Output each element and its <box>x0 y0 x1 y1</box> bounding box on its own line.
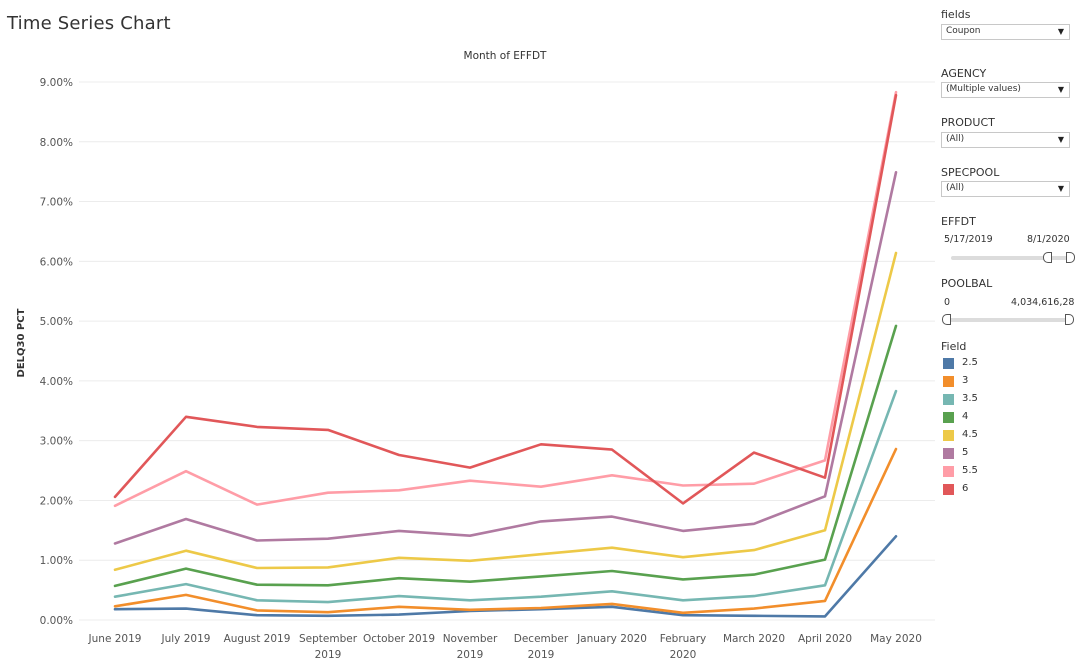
series-line[interactable] <box>113 90 898 508</box>
time-series-chart[interactable]: Month of EFFDT 0.00% 1.00% 2.00% 3.00% 4.00% 5… <box>0 0 935 666</box>
legend-swatch <box>943 376 954 387</box>
specpool-dropdown[interactable]: (All) ▼ <box>941 181 1070 197</box>
effdt-filter-label: EFFDT <box>941 215 976 228</box>
y-tick-label: 5.00% <box>40 316 73 328</box>
line-chart-svg[interactable]: Month of EFFDT 0.00% 1.00% 2.00% 3.00% 4.00% 5… <box>0 0 935 666</box>
legend-swatch <box>943 412 954 423</box>
x-tick-label: April 2020 <box>798 633 852 645</box>
effdt-slider-track[interactable] <box>951 256 1067 260</box>
y-tick-label: 1.00% <box>40 555 73 567</box>
fields-dropdown[interactable]: Coupon ▼ <box>941 24 1070 40</box>
specpool-dropdown-value: (All) <box>946 183 965 193</box>
y-tick-label: 7.00% <box>40 197 73 209</box>
legend-swatch <box>943 448 954 459</box>
legend-swatch <box>943 358 954 369</box>
poolbal-filter-label: POOLBAL <box>941 277 993 290</box>
series-line[interactable] <box>113 447 898 615</box>
series-line[interactable] <box>113 93 898 505</box>
x-tick-label: November 2019 <box>443 633 498 661</box>
poolbal-slider-track[interactable] <box>944 318 1070 322</box>
legend-swatch <box>943 430 954 441</box>
effdt-max-value: 8/1/2020 <box>1027 234 1070 245</box>
x-tick-label: July 2019 <box>161 633 211 645</box>
chevron-down-icon: ▼ <box>1057 85 1064 94</box>
y-tick-label: 0.00% <box>40 615 73 627</box>
chevron-down-icon: ▼ <box>1057 27 1064 36</box>
chevron-down-icon: ▼ <box>1057 135 1064 144</box>
legend-label: 5.5 <box>962 465 978 476</box>
y-tick-label: 8.00% <box>40 137 73 149</box>
legend-swatch <box>943 484 954 495</box>
poolbal-slider-handle-min[interactable] <box>942 314 951 325</box>
agency-filter-label: AGENCY <box>941 67 987 80</box>
legend-label: 6 <box>962 483 969 494</box>
agency-dropdown-value: (Multiple values) <box>946 84 1021 94</box>
x-tick-label: May 2020 <box>870 633 922 645</box>
y-tick-label: 4.00% <box>40 376 73 388</box>
x-tick-label: March 2020 <box>723 633 785 645</box>
legend-label: 4 <box>962 411 969 422</box>
product-dropdown[interactable]: (All) ▼ <box>941 132 1070 148</box>
series-line[interactable] <box>113 324 898 588</box>
y-tick-label: 6.00% <box>40 256 73 268</box>
x-tick-label: December 2019 <box>514 633 569 661</box>
product-dropdown-value: (All) <box>946 134 965 144</box>
fields-filter-label: fields <box>941 8 971 21</box>
x-tick-label: September 2019 <box>299 633 358 661</box>
filter-sidebar: fields Coupon ▼ AGENCY (Multiple values)… <box>936 0 1079 666</box>
legend-swatch <box>943 466 954 477</box>
y-tick-label: 2.00% <box>40 495 73 507</box>
agency-dropdown[interactable]: (Multiple values) ▼ <box>941 82 1070 98</box>
series-line[interactable] <box>113 171 898 545</box>
chevron-down-icon: ▼ <box>1057 184 1064 193</box>
legend-label: 2.5 <box>962 357 978 368</box>
series-line[interactable] <box>113 251 898 572</box>
legend-label: 3 <box>962 375 969 386</box>
x-tick-label: August 2019 <box>224 633 291 645</box>
y-tick-label: 3.00% <box>40 436 73 448</box>
legend-label: 3.5 <box>962 393 978 404</box>
legend-title: Field <box>941 340 967 353</box>
y-axis-title: DELQ30 PCT <box>16 308 27 377</box>
chart-title: Month of EFFDT <box>464 50 548 62</box>
poolbal-max-value: 4,034,616,28 <box>1011 297 1075 308</box>
x-tick-label: February 2020 <box>660 633 707 661</box>
x-tick-label: January 2020 <box>576 633 647 645</box>
specpool-filter-label: SPECPOOL <box>941 166 1000 179</box>
x-tick-label: June 2019 <box>88 633 142 645</box>
poolbal-slider-handle-max[interactable] <box>1065 314 1074 325</box>
effdt-slider-handle-max[interactable] <box>1066 252 1075 263</box>
legend-swatch <box>943 394 954 405</box>
product-filter-label: PRODUCT <box>941 116 995 129</box>
legend-label: 4.5 <box>962 429 978 440</box>
poolbal-min-value: 0 <box>944 297 951 308</box>
page-title: Time Series Chart <box>7 13 171 34</box>
effdt-slider-handle-min[interactable] <box>1042 252 1052 263</box>
x-tick-label: October 2019 <box>363 633 435 645</box>
fields-dropdown-value: Coupon <box>946 26 981 36</box>
series-line[interactable] <box>113 389 898 604</box>
y-tick-label: 9.00% <box>40 77 73 89</box>
legend-label: 5 <box>962 447 969 458</box>
effdt-min-value: 5/17/2019 <box>944 234 993 245</box>
